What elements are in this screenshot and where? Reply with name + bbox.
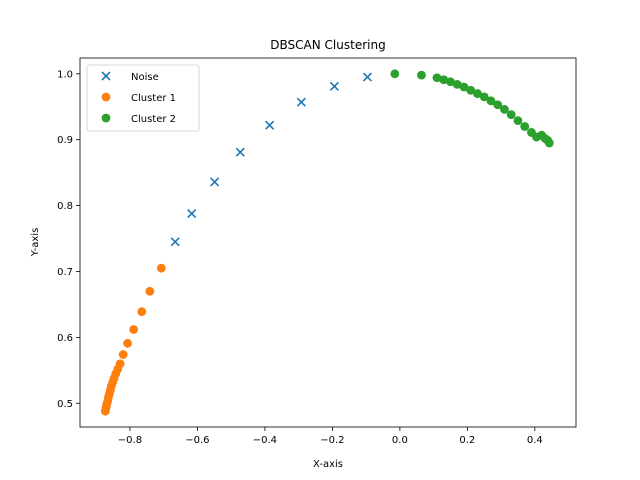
cluster-2-point (493, 100, 503, 110)
plot-frame (79, 57, 577, 428)
cluster-1-point (118, 350, 128, 359)
cluster-1-point (129, 325, 139, 334)
x-tick-label: 0.4 (527, 435, 543, 446)
cluster-2-point (486, 96, 496, 106)
legend-marker-cluster-1 (101, 92, 111, 102)
legend-entries (101, 71, 111, 123)
cluster-2-point (417, 70, 426, 80)
cluster-1-point (156, 263, 166, 273)
noise-point (187, 208, 197, 219)
cluster-2-point (506, 110, 516, 120)
x-tick-label: −0.6 (185, 435, 209, 446)
cluster-1-point (137, 307, 147, 317)
y-tick-label: 0.9 (57, 135, 73, 146)
legend-box (86, 64, 200, 132)
cluster-2-point (544, 138, 554, 148)
noise-point (235, 147, 245, 157)
x-tick-label: 0.0 (392, 435, 408, 446)
cluster-1-point (145, 286, 155, 296)
cluster-1-point (123, 338, 132, 348)
y-axis-ticks: 0.5 0.6 0.7 0.8 0.9 1.0 (57, 69, 80, 410)
x-tick-label: −0.8 (118, 435, 142, 446)
x-axis-label: X-axis (313, 459, 343, 470)
plot-marks (100, 69, 554, 416)
y-tick-label: 0.8 (57, 201, 73, 212)
cluster-2-point (446, 77, 455, 87)
legend-label-cluster-1: Cluster 1 (131, 93, 176, 104)
x-tick-label: −0.4 (253, 435, 277, 446)
cluster-2-point (479, 92, 489, 102)
x-tick-label: −0.2 (320, 435, 344, 446)
noise-point (170, 237, 180, 247)
y-axis-label: Y-axis (30, 228, 41, 258)
noise-point (265, 120, 275, 130)
cluster-2-point (452, 79, 462, 89)
x-tick-label: 0.2 (459, 435, 475, 446)
noise-point (329, 81, 339, 91)
legend-marker-cluster-2 (101, 113, 111, 123)
y-tick-label: 0.7 (57, 267, 73, 278)
cluster-2-point (500, 104, 509, 114)
cluster-1-point (115, 359, 125, 369)
cluster-2-point (459, 82, 469, 92)
y-tick-label: 1.0 (57, 69, 73, 80)
y-tick-label: 0.6 (57, 333, 73, 344)
x-axis-ticks: −0.8 −0.6 −0.4 −0.2 0.0 0.2 0.4 (118, 427, 543, 446)
y-tick-label: 0.5 (57, 399, 73, 410)
cluster-2-point (390, 69, 400, 79)
noise-point (362, 72, 373, 82)
chart-title: DBSCAN Clustering (270, 38, 385, 52)
legend-marker-noise (101, 71, 111, 81)
series-cluster-2 (390, 69, 554, 148)
cluster-2-point (466, 85, 476, 95)
legend-label-cluster-2: Cluster 2 (131, 114, 176, 125)
noise-point (296, 97, 306, 107)
series-cluster-1 (100, 263, 166, 416)
cluster-2-point (473, 89, 482, 98)
cluster-2-point (439, 75, 449, 85)
cluster-2-point (513, 116, 523, 125)
legend: Noise Cluster 1 Cluster 2 (86, 64, 200, 132)
legend-label-noise: Noise (131, 72, 159, 83)
series-noise (170, 72, 373, 247)
noise-point (210, 177, 220, 187)
cluster-2-point (432, 73, 442, 83)
cluster-2-point (520, 122, 530, 131)
